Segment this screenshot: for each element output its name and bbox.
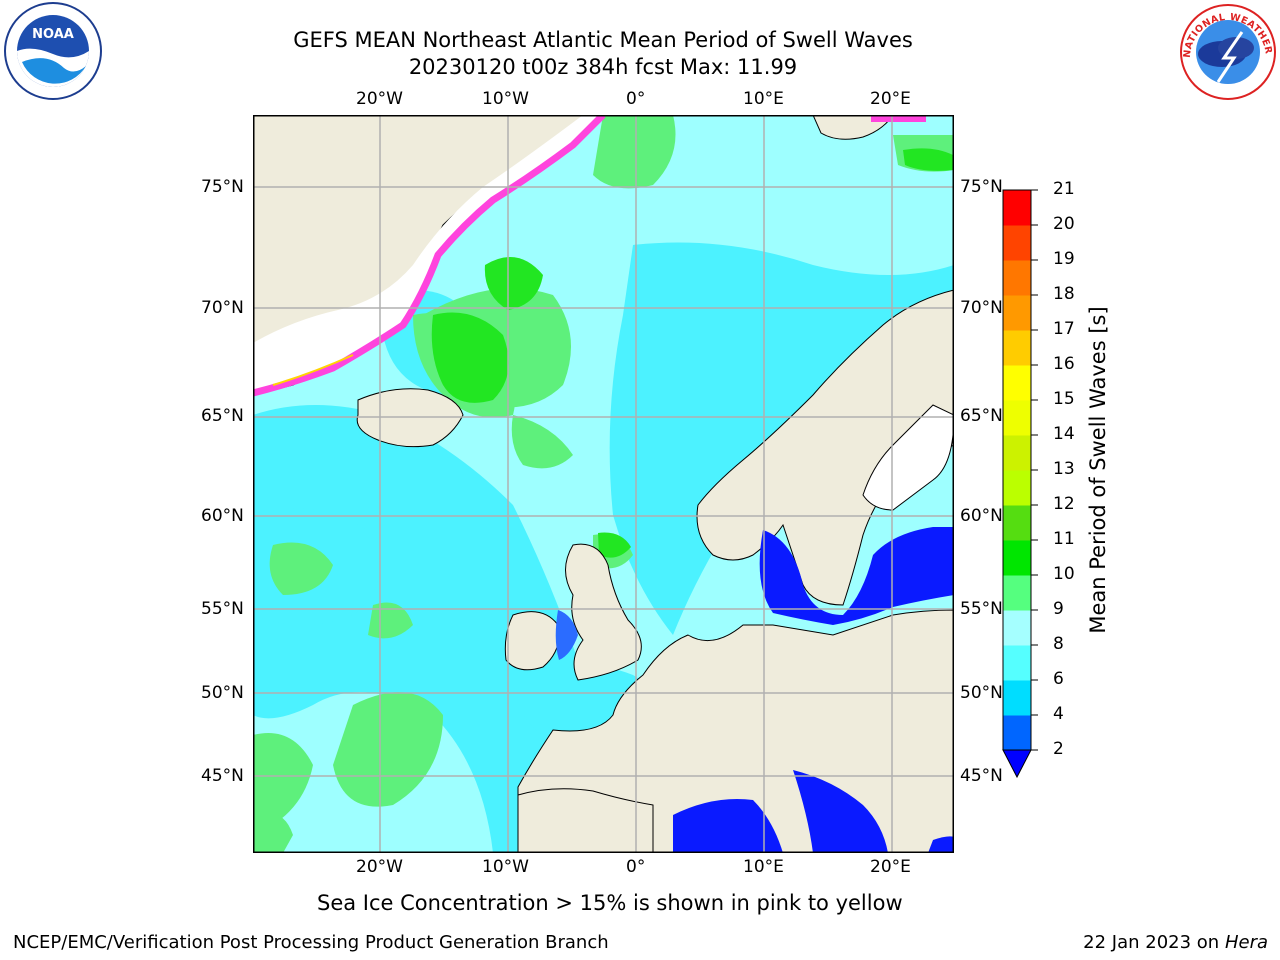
colorbar-tick-label: 21 (1053, 179, 1075, 199)
colorbar-tick-label: 20 (1053, 214, 1075, 234)
colorbar-segment (1003, 540, 1031, 576)
colorbar-tick-label: 15 (1053, 389, 1075, 409)
noaa-logo: NOAA (4, 2, 102, 100)
scandinavia (696, 289, 954, 606)
lat-label-right-60n: 60°N (960, 506, 1003, 526)
colorbar-tick-label: 17 (1053, 319, 1075, 339)
lat-label-left-75n: 75°N (201, 177, 244, 197)
colorbar-segment (1003, 330, 1031, 366)
lat-label-right-75n: 75°N (960, 177, 1003, 197)
colorbar-tick-label: 16 (1053, 354, 1075, 374)
mediterranean-sea (673, 799, 783, 853)
colorbar-tick-label: 6 (1053, 669, 1064, 689)
sea-ice-edge (253, 115, 606, 397)
colorbar-segment (1003, 225, 1031, 261)
iberia (517, 788, 654, 853)
ireland (504, 611, 560, 671)
colorbar-tick-label: 10 (1053, 564, 1075, 584)
lon-label-top-20w: 20°W (356, 89, 403, 109)
colorbar-tick-label: 14 (1053, 424, 1075, 444)
lat-label-left-45n: 45°N (201, 766, 244, 786)
colorbar-segment (1003, 505, 1031, 541)
lon-label-bottom-10w: 10°W (482, 857, 529, 877)
colorbar-tick-label: 2 (1053, 739, 1064, 759)
lat-label-right-65n: 65°N (960, 406, 1003, 426)
lat-label-right-55n: 55°N (960, 599, 1003, 619)
lat-label-left-60n: 60°N (201, 506, 244, 526)
colorbar-segments (1003, 190, 1031, 751)
lon-label-top-20e: 20°E (870, 89, 911, 109)
colorbar-tick-label: 11 (1053, 529, 1075, 549)
lon-label-bottom-20w: 20°W (356, 857, 403, 877)
lat-label-right-50n: 50°N (960, 683, 1003, 703)
lon-label-top-10e: 10°E (743, 89, 784, 109)
map-title: GEFS MEAN Northeast Atlantic Mean Period… (293, 28, 913, 52)
colorbar-segment (1003, 680, 1031, 716)
lon-label-bottom-0: 0° (626, 857, 646, 877)
colorbar-segment (1003, 190, 1031, 226)
colorbar-segment (1003, 295, 1031, 331)
colorbar-tick-label: 12 (1053, 494, 1075, 514)
lon-label-top-10w: 10°W (482, 89, 529, 109)
colorbar-segment (1003, 610, 1031, 646)
map-panel (253, 115, 954, 853)
colorbar-tick-label: 4 (1053, 704, 1064, 724)
run-date-text: 22 Jan 2023 on (1083, 932, 1220, 953)
lat-label-right-45n: 45°N (960, 766, 1003, 786)
colorbar-label: Mean Period of Swell Waves [s] (1086, 306, 1110, 634)
map-subtitle: 20230120 t00z 384h fcst Max: 11.99 (408, 55, 798, 79)
ice-note: Sea Ice Concentration > 15% is shown in … (317, 891, 903, 915)
colorbar-segment (1003, 400, 1031, 436)
colorbar-tick-label: 13 (1053, 459, 1075, 479)
colorbar-segment (1003, 645, 1031, 681)
credit-text: NCEP/EMC/Verification Post Processing Pr… (13, 932, 609, 953)
lat-label-left-50n: 50°N (201, 683, 244, 703)
map-gridlines (253, 115, 954, 853)
colorbar-under-triangle (1002, 749, 1032, 779)
lat-label-left-70n: 70°N (201, 298, 244, 318)
nws-logo: NATIONAL WEATHER SERVICE (1178, 2, 1276, 100)
lon-label-top-0: 0° (626, 89, 646, 109)
lon-label-bottom-10e: 10°E (743, 857, 784, 877)
colorbar-segment (1003, 435, 1031, 471)
colorbar-tick-label: 9 (1053, 599, 1064, 619)
baltic-sea (759, 527, 954, 625)
run-host: Hera (1224, 932, 1268, 953)
colorbar-segment (1003, 575, 1031, 611)
lat-label-right-70n: 70°N (960, 298, 1003, 318)
swell-11s-areas (431, 148, 953, 558)
colorbar-segment (1003, 260, 1031, 296)
run-date: 22 Jan 2023 on Hera (1083, 932, 1268, 953)
colorbar-tick-label: 18 (1053, 284, 1075, 304)
colorbar (1002, 189, 1038, 779)
noaa-logo-text: NOAA (32, 27, 74, 42)
lon-label-bottom-20e: 20°E (870, 857, 911, 877)
great-britain (565, 543, 642, 681)
colorbar-segment (1003, 365, 1031, 401)
lat-label-left-65n: 65°N (201, 406, 244, 426)
colorbar-tick-label: 8 (1053, 634, 1064, 654)
map-frame (253, 115, 954, 853)
colorbar-segment (1003, 715, 1031, 751)
colorbar-tick-label: 19 (1053, 249, 1075, 269)
colorbar-segment (1003, 470, 1031, 506)
lat-label-left-55n: 55°N (201, 599, 244, 619)
